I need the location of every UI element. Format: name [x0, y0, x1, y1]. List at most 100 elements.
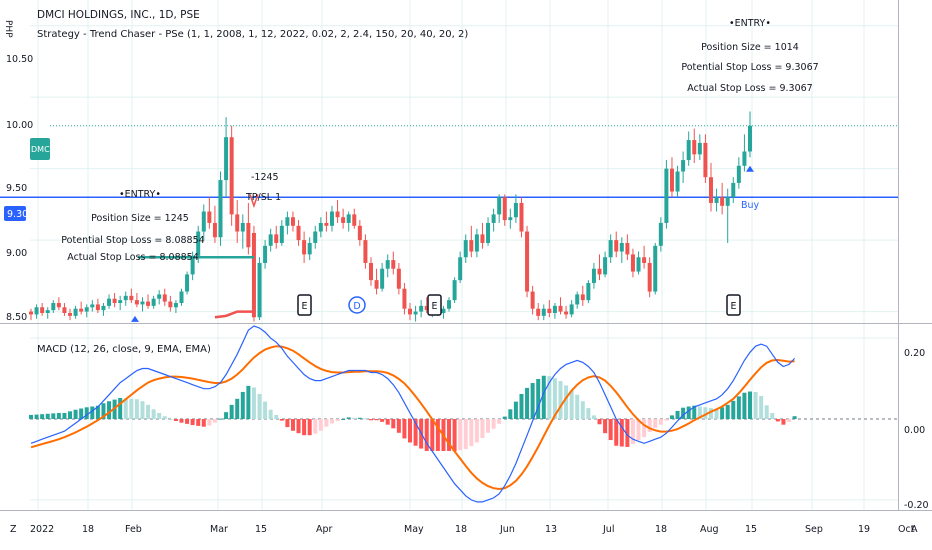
- macd-histogram-bar: [79, 408, 84, 420]
- candle-body: [513, 202, 518, 218]
- time-label: 19: [858, 524, 870, 535]
- candle-body: [731, 182, 736, 198]
- macd-histogram-bar: [229, 404, 234, 420]
- candle-body: [742, 151, 747, 166]
- candle-body: [458, 257, 463, 281]
- candle-body: [162, 294, 167, 302]
- macd-tick: 0.00: [904, 425, 925, 436]
- macd-histogram-bar: [669, 415, 674, 420]
- macd-histogram-bar: [296, 419, 301, 434]
- macd-histogram-bar: [708, 408, 713, 420]
- entry-left-position-size: Position Size = 1245: [91, 213, 189, 224]
- macd-histogram-bar: [251, 387, 256, 420]
- candle-body: [519, 202, 524, 232]
- candle-body: [658, 222, 663, 246]
- macd-histogram-bar: [313, 419, 318, 434]
- candle-body: [736, 165, 741, 183]
- macd-histogram-bar: [764, 405, 769, 420]
- candle-body: [720, 197, 725, 206]
- candle-body: [45, 310, 50, 313]
- event-marker-earnings[interactable]: E: [726, 294, 741, 316]
- timezone-button[interactable]: Z: [10, 524, 17, 535]
- auto-scale-button[interactable]: A: [911, 524, 918, 535]
- candle-body: [608, 240, 613, 258]
- svg-text:E: E: [730, 301, 736, 312]
- macd-histogram-bar: [40, 414, 45, 420]
- exit-reason: TP/SL 1: [245, 192, 281, 203]
- macd-histogram-bar: [458, 419, 463, 451]
- price-tick: 8.50: [6, 312, 27, 323]
- candle-body: [681, 160, 686, 172]
- svg-text:E: E: [431, 301, 437, 312]
- macd-histogram-bar: [591, 415, 596, 420]
- candle-body: [146, 301, 151, 306]
- candle-body: [558, 305, 563, 312]
- event-marker-earnings[interactable]: E: [427, 294, 442, 316]
- candle-body: [552, 305, 557, 313]
- candle-body: [279, 225, 284, 243]
- macd-histogram-bar: [530, 383, 535, 420]
- candle-body: [313, 231, 318, 243]
- macd-histogram-bar: [73, 409, 78, 420]
- macd-histogram-bar: [207, 419, 212, 426]
- candle-body: [79, 308, 84, 312]
- candle-body: [251, 232, 256, 318]
- candle-body: [173, 302, 178, 308]
- candle-body: [463, 240, 468, 258]
- symbol-badge-text: DMC: [31, 145, 50, 154]
- macd-histogram-bar: [68, 411, 73, 420]
- candle-body: [29, 311, 33, 315]
- symbol-title: DMCI HOLDINGS, INC., 1D, PSE: [37, 9, 200, 21]
- macd-histogram-bar: [212, 419, 217, 423]
- macd-histogram-bar: [140, 401, 145, 420]
- candle-body: [134, 300, 139, 305]
- candle-body: [157, 294, 162, 299]
- macd-histogram-bar: [675, 410, 680, 420]
- entry-left-title: •ENTRY•: [119, 189, 161, 200]
- macd-histogram-bar: [346, 417, 351, 420]
- candle-body: [68, 312, 73, 316]
- macd-histogram-bar: [56, 412, 61, 420]
- candle-body: [90, 304, 95, 308]
- macd-histogram-bar: [290, 419, 295, 431]
- candle-body: [647, 262, 652, 292]
- macd-histogram-bar: [385, 419, 390, 425]
- strategy-title: Strategy - Trend Chaser - PSe (1, 1, 200…: [37, 29, 468, 40]
- macd-histogram-bar: [335, 419, 340, 422]
- candle-body: [525, 231, 530, 292]
- event-marker-dividend[interactable]: D: [348, 296, 366, 314]
- current-price-value: 9.30: [7, 209, 28, 220]
- candle-body: [597, 268, 602, 275]
- candle-body: [469, 240, 474, 252]
- macd-tick: 0.20: [904, 348, 925, 359]
- candle-body: [257, 262, 262, 318]
- macd-histogram-bar: [368, 419, 373, 421]
- candle-body: [675, 171, 680, 192]
- macd-histogram-bar: [84, 407, 89, 420]
- macd-histogram-bar: [714, 408, 719, 420]
- macd-histogram-bar: [391, 419, 396, 429]
- macd-histogram-bar: [396, 419, 401, 433]
- candle-body: [564, 311, 569, 315]
- trailing-stop-line: [214, 310, 254, 319]
- macd-histogram-bar: [497, 419, 502, 424]
- price-pane[interactable]: [0, 111, 898, 322]
- candle-body: [630, 254, 635, 272]
- macd-histogram-bar: [430, 419, 435, 451]
- macd-pane[interactable]: [29, 325, 898, 503]
- candle-body: [185, 274, 190, 292]
- exit-arrow: [249, 194, 259, 209]
- candle-body: [95, 304, 100, 311]
- svg-text:E: E: [301, 301, 307, 312]
- candle-body: [385, 260, 390, 269]
- macd-histogram-bar: [246, 385, 251, 420]
- macd-histogram-bar: [363, 418, 368, 420]
- candle-body: [263, 245, 268, 263]
- candle-body: [246, 222, 251, 248]
- candle-body: [196, 231, 201, 256]
- time-label: 18: [655, 524, 667, 535]
- event-marker-earnings[interactable]: E: [297, 294, 312, 316]
- candle-body: [218, 180, 223, 238]
